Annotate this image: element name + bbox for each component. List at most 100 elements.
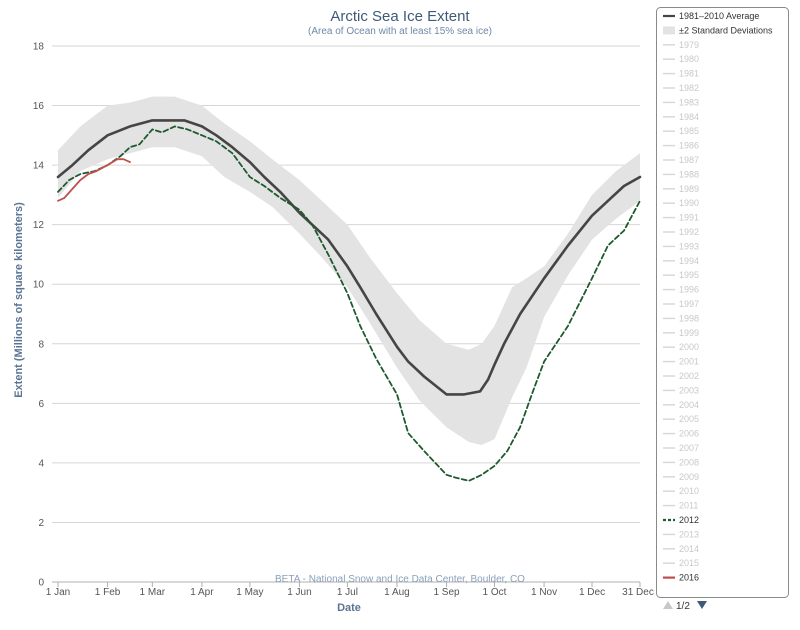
legend-box [656,7,789,598]
y-tick-label: 8 [38,339,44,350]
legend-item-1981-2010-average[interactable]: 1981–2010 Average [663,11,759,21]
legend-item-1980[interactable]: 1980 [663,54,699,64]
legend-label: 1982 [679,83,699,93]
legend-label: 2007 [679,443,699,453]
legend-item--2-standard-deviations[interactable]: ±2 Standard Deviations [663,25,773,35]
chart-subtitle: (Area of Ocean with at least 15% sea ice… [308,26,492,37]
legend-label: 2012 [679,515,699,525]
legend-item-1988[interactable]: 1988 [663,169,699,179]
y-axis-title: Extent (Millions of square kilometers) [13,202,25,398]
legend-item-2000[interactable]: 2000 [663,342,699,352]
x-axis-title: Date [337,602,361,614]
legend-label: 2014 [679,544,699,554]
legend-item-2001[interactable]: 2001 [663,357,699,367]
legend-item-2015[interactable]: 2015 [663,558,699,568]
legend-label: 2008 [679,457,699,467]
legend-item-2006[interactable]: 2006 [663,429,699,439]
legend-label: 2003 [679,385,699,395]
legend-label: 1996 [679,285,699,295]
legend-label: 2016 [679,573,699,583]
legend-label: 2002 [679,371,699,381]
series-line-1981-2010-average [56,119,642,396]
legend-item-2008[interactable]: 2008 [663,457,699,467]
legend-item-1979[interactable]: 1979 [663,40,699,50]
y-tick-label: 18 [33,42,45,53]
y-tick-label: 14 [33,161,45,172]
legend-item-1984[interactable]: 1984 [663,112,699,122]
legend-item-1989[interactable]: 1989 [663,184,699,194]
legend-item-2007[interactable]: 2007 [663,443,699,453]
legend-label: 1980 [679,54,699,64]
legend-item-1999[interactable]: 1999 [663,328,699,338]
legend-item-2002[interactable]: 2002 [663,371,699,381]
legend-item-1983[interactable]: 1983 [663,97,699,107]
legend-item-2005[interactable]: 2005 [663,414,699,424]
legend-label: ±2 Standard Deviations [679,25,773,35]
legend-pagination: 1/2 [663,601,707,612]
y-tick-label: 0 [38,578,44,589]
legend-item-2004[interactable]: 2004 [663,400,699,410]
legend-label: 1997 [679,299,699,309]
legend-item-1993[interactable]: 1993 [663,241,699,251]
legend-label: 1981–2010 Average [679,11,759,21]
x-tick-label: 1 Dec [579,587,605,598]
x-tick-label: 1 Feb [95,587,121,598]
legend-item-2012[interactable]: 2012 [663,515,699,525]
legend-item-1981[interactable]: 1981 [663,69,699,79]
legend-label: 2006 [679,429,699,439]
series-line-2016 [57,158,131,202]
legend-page-indicator: 1/2 [676,601,690,612]
legend-item-1990[interactable]: 1990 [663,198,699,208]
legend-item-2016[interactable]: 2016 [663,573,699,583]
legend-label: 1988 [679,169,699,179]
legend-label: 2015 [679,558,699,568]
legend-item-2003[interactable]: 2003 [663,385,699,395]
legend-item-2011[interactable]: 2011 [663,501,698,511]
legend: 1981–2010 Average ±2 Standard Deviations 1… [656,7,789,612]
legend-item-1995[interactable]: 1995 [663,270,699,280]
legend-item-1982[interactable]: 1982 [663,83,699,93]
x-tick-label: 1 Jun [287,587,311,598]
legend-item-1987[interactable]: 1987 [663,155,699,165]
legend-item-2009[interactable]: 2009 [663,472,699,482]
legend-label: 1995 [679,270,699,280]
legend-label: 2005 [679,414,699,424]
legend-item-1991[interactable]: 1991 [663,213,699,223]
legend-label: 1984 [679,112,699,122]
legend-next-icon[interactable] [697,601,707,609]
legend-item-1994[interactable]: 1994 [663,256,699,266]
x-tick-label: 1 Jan [46,587,70,598]
legend-label: 1998 [679,313,699,323]
legend-item-1997[interactable]: 1997 [663,299,699,309]
x-tick-labels: 1 Jan 1 Feb 1 Mar 1 Apr 1 May 1 Jun 1 Jul 1 Aug… [46,582,654,598]
legend-item-1996[interactable]: 1996 [663,285,699,295]
legend-item-2010[interactable]: 2010 [663,486,699,496]
chart-credit: BETA - National Snow and Ice Data Center… [275,574,525,585]
x-tick-label: 1 Jul [337,587,358,598]
legend-label: 2013 [679,529,699,539]
legend-label: 1990 [679,198,699,208]
x-tick-label: 1 Oct [483,587,507,598]
x-tick-label: 1 Nov [531,587,557,598]
legend-label: 2010 [679,486,699,496]
y-tick-label: 4 [38,458,44,469]
legend-item-1992[interactable]: 1992 [663,227,699,237]
legend-label: 1993 [679,241,699,251]
y-tick-label: 6 [38,399,44,410]
legend-label: 1989 [679,184,699,194]
y-tick-label: 16 [33,101,45,112]
legend-item-1998[interactable]: 1998 [663,313,699,323]
legend-prev-icon[interactable] [663,601,673,609]
legend-item-2013[interactable]: 2013 [663,529,699,539]
x-tick-label: 1 Sep [433,587,460,598]
legend-swatch [663,26,675,35]
x-tick-label: 31 Dec [622,587,654,598]
legend-item-2014[interactable]: 2014 [663,544,699,554]
legend-items: 1981–2010 Average ±2 Standard Deviations 1… [663,11,773,583]
legend-item-1985[interactable]: 1985 [663,126,699,136]
series-line-2012 [57,125,641,482]
legend-label: 1986 [679,141,699,151]
legend-label: 2004 [679,400,699,410]
legend-item-1986[interactable]: 1986 [663,141,699,151]
